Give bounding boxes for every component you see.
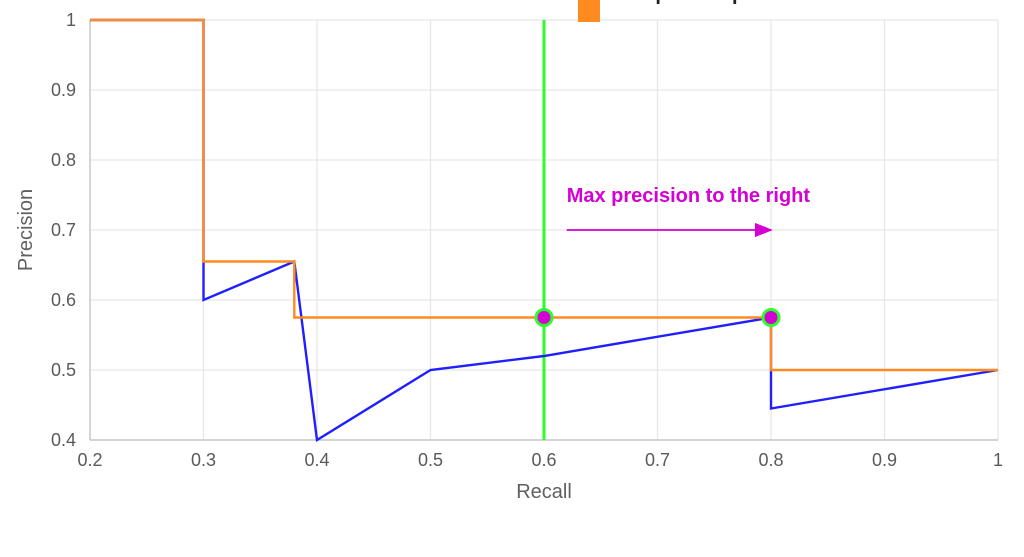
y-tick-label: 0.4 (51, 430, 76, 450)
x-tick-label: 0.2 (77, 450, 102, 470)
y-tick-labels: 0.4 0.5 0.6 0.7 0.8 0.9 1 (51, 10, 76, 450)
x-tick-label: 0.8 (758, 450, 783, 470)
x-tick-label: 0.6 (531, 450, 556, 470)
x-tick-label: 0.5 (418, 450, 443, 470)
x-tick-labels: 0.2 0.3 0.4 0.5 0.6 0.7 0.8 0.9 1 (77, 450, 1003, 470)
y-tick-label: 0.8 (51, 150, 76, 170)
x-tick-label: 0.7 (645, 450, 670, 470)
precision-recall-chart: 0.20.30.40.50.60.70.80.91 0.40.50.60.70.… (0, 0, 1024, 557)
x-tick-label: 0.4 (304, 450, 329, 470)
x-axis-label: Recall (516, 481, 572, 503)
chart-legend: Actual PrecisionInterpolated precision (578, 0, 821, 22)
legend-swatch (578, 0, 600, 22)
y-tick-label: 0.7 (51, 220, 76, 240)
annotation-text: Max precision to the right (567, 185, 811, 207)
x-tick-label: 0.3 (191, 450, 216, 470)
y-tick-label: 0.5 (51, 360, 76, 380)
y-tick-label: 0.9 (51, 80, 76, 100)
x-tick-label: 1 (993, 450, 1003, 470)
x-tick-label: 0.9 (872, 450, 897, 470)
highlight-point-1 (763, 310, 779, 326)
y-axis-label: Precision (15, 189, 37, 271)
y-tick-label: 0.6 (51, 290, 76, 310)
chart-svg: 0.20.30.40.50.60.70.80.91 0.40.50.60.70.… (0, 0, 1024, 557)
highlight-point-0 (536, 310, 552, 326)
annotation: Max precision to the right (567, 185, 811, 230)
y-tick-label: 1 (66, 10, 76, 30)
legend-label: Interpolated precision (612, 0, 821, 5)
